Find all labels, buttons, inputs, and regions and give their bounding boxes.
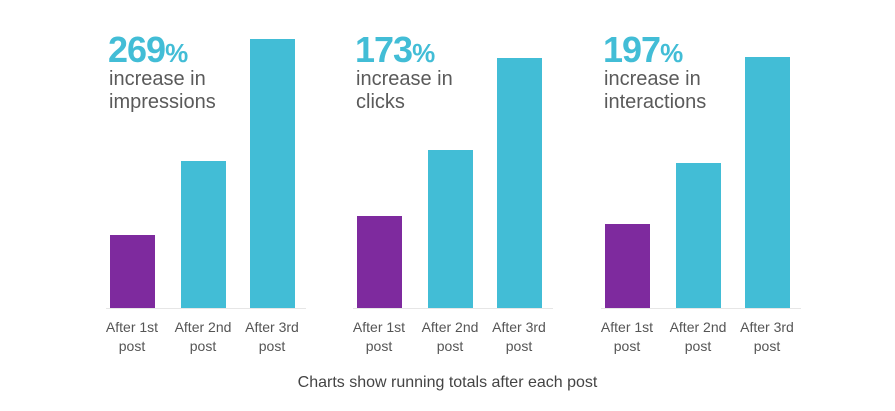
category-label: After 3rd post xyxy=(492,319,546,354)
bar-3 xyxy=(250,38,295,308)
bar-3 xyxy=(745,57,790,308)
headline-value: 197% xyxy=(603,29,683,73)
baseline xyxy=(353,308,553,309)
chart-interactions: 197% increase in interactions After 1st p… xyxy=(601,0,835,370)
bar-2 xyxy=(676,162,721,308)
chart-impressions: 269% increase in impressions After 1st po… xyxy=(106,0,340,370)
baseline xyxy=(601,308,801,309)
headline-number: 173 xyxy=(355,29,413,70)
headline-unit: % xyxy=(412,38,435,68)
category-label: After 2nd post xyxy=(174,319,232,354)
headline-unit: % xyxy=(660,38,683,68)
bar-3 xyxy=(497,58,542,308)
category-label: After 3rd post xyxy=(245,319,299,354)
bar-2 xyxy=(181,161,226,308)
bar-2 xyxy=(428,149,473,308)
baseline xyxy=(106,308,306,309)
headline-value: 173% xyxy=(355,29,435,73)
category-label: After 1st post xyxy=(105,319,159,354)
headline-number: 197 xyxy=(603,29,661,70)
category-label: After 2nd post xyxy=(669,319,727,354)
headline-value: 269% xyxy=(108,29,188,73)
chart-caption: Charts show running totals after each po… xyxy=(297,374,598,391)
headline-unit: % xyxy=(165,38,188,68)
chart-subtitle: increase in interactions xyxy=(604,68,707,113)
category-label: After 1st post xyxy=(352,319,406,354)
category-label: After 2nd post xyxy=(421,319,479,354)
bar-1 xyxy=(110,235,155,308)
category-label: After 1st post xyxy=(600,319,654,354)
headline-number: 269 xyxy=(108,29,166,70)
bar-1 xyxy=(605,223,650,308)
category-label: After 3rd post xyxy=(740,319,794,354)
chart-clicks: 173% increase in clicks After 1st post Aft… xyxy=(353,0,587,370)
bar-1 xyxy=(357,216,402,308)
chart-subtitle: increase in impressions xyxy=(109,68,216,113)
chart-subtitle: increase in clicks xyxy=(356,68,453,113)
